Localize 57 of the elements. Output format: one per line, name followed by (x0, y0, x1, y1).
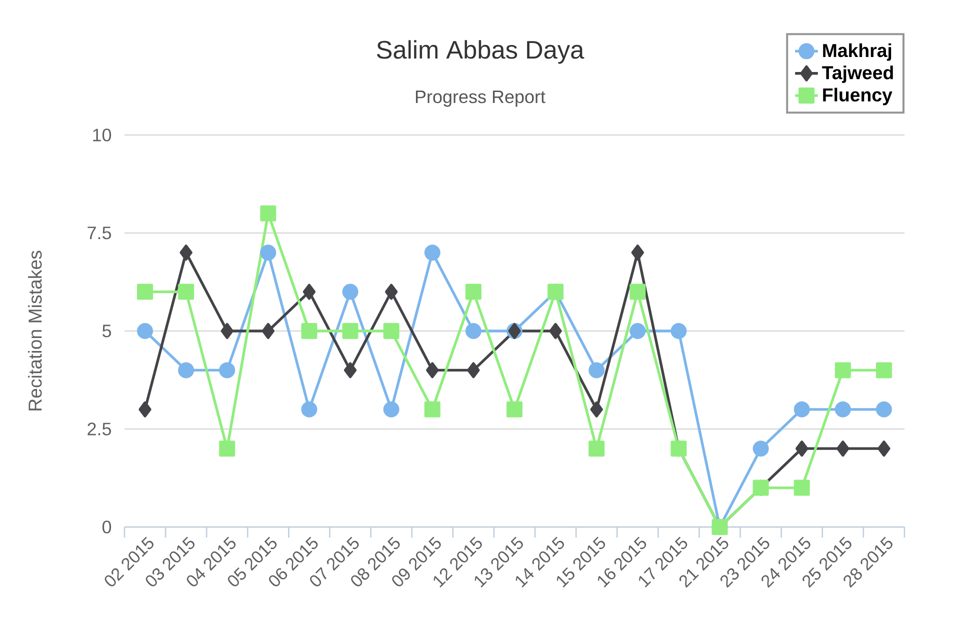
point (588, 362, 605, 378)
point (506, 401, 522, 418)
chart-subtitle: Progress Report (416, 90, 546, 107)
point (630, 323, 646, 339)
y-tick-label: 0 (102, 520, 112, 534)
point (834, 362, 851, 378)
point (836, 440, 850, 457)
point (383, 323, 400, 339)
point (260, 205, 276, 222)
point (219, 362, 236, 378)
point (794, 401, 810, 418)
point (260, 244, 276, 261)
point (834, 401, 851, 418)
legend-label: Tajweed (822, 66, 893, 83)
point (752, 440, 769, 457)
y-tick-label: 5 (102, 324, 112, 338)
point (302, 284, 316, 300)
y-tick-label: 10 (93, 128, 112, 142)
point (796, 440, 808, 457)
point (220, 323, 234, 339)
point (383, 401, 400, 418)
point (138, 401, 152, 418)
point (794, 480, 810, 496)
point (262, 323, 274, 339)
point (137, 284, 154, 300)
point (424, 401, 440, 418)
point (219, 440, 236, 457)
point (342, 284, 358, 300)
point (876, 401, 892, 418)
chart-title: Salim Abbas Daya (376, 40, 584, 64)
point (467, 362, 480, 378)
point (178, 362, 194, 378)
point (465, 284, 482, 300)
point (384, 284, 398, 300)
point (876, 362, 892, 378)
point (344, 362, 357, 378)
point (301, 323, 318, 339)
point (590, 401, 603, 418)
point (424, 244, 440, 261)
y-tick-label: 2.5 (88, 422, 112, 436)
point (878, 440, 890, 457)
point (342, 323, 358, 339)
y-tick-label: 7.5 (88, 226, 112, 240)
point (588, 440, 605, 457)
legend-label: Fluency (823, 88, 892, 106)
point (670, 323, 687, 339)
point (137, 323, 154, 339)
point (178, 284, 194, 300)
y-axis-title: Recitation Mistakes (28, 250, 42, 410)
point (631, 244, 644, 261)
point (426, 362, 439, 378)
point (630, 284, 646, 300)
point (301, 401, 318, 418)
legend-label: Makhraj (823, 43, 892, 61)
point (549, 323, 562, 339)
point (180, 244, 192, 261)
point (465, 323, 482, 339)
